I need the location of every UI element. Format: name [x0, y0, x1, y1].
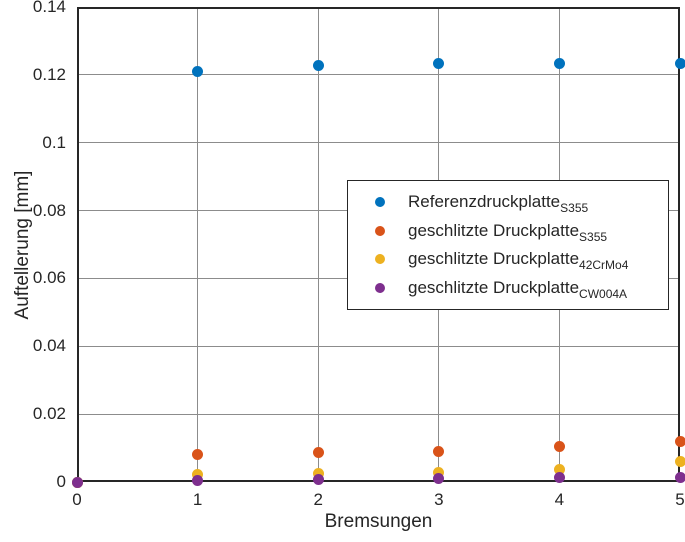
data-point [312, 447, 324, 459]
legend-label-main: geschlitzte Druckplatte [408, 249, 580, 269]
data-point [433, 446, 445, 458]
legend-label-main: Referenzdruckplatte [408, 192, 561, 212]
x-tick-label: 0 [72, 490, 82, 509]
legend-label-main: geschlitzte Druckplatte [408, 277, 580, 297]
horizontal-gridline [77, 345, 680, 347]
data-point [312, 474, 324, 486]
legend-label: ReferenzdruckplatteS355 [408, 192, 589, 216]
data-point [433, 58, 445, 70]
y-tick-label: 0.06 [32, 268, 66, 288]
legend-label-main: geschlitzte Druckplatte [408, 220, 580, 240]
data-point [192, 474, 204, 486]
legend-label-subscript: CW004A [579, 286, 628, 301]
x-tick-label: 5 [675, 490, 685, 509]
legend-item: geschlitzte DruckplatteCW004A [348, 277, 668, 301]
data-point [674, 57, 685, 69]
vertical-gridline [197, 7, 199, 482]
data-point [192, 448, 204, 460]
axes-frame [77, 7, 680, 482]
x-axis-label: Bremsungen [324, 511, 433, 532]
y-tick-label: 0.1 [42, 132, 66, 152]
legend-label-subscript: 42CrMo4 [579, 258, 629, 273]
y-tick-label: 0.04 [32, 336, 66, 356]
data-point [71, 476, 83, 488]
vertical-gridline [317, 7, 319, 482]
data-point [674, 456, 685, 468]
legend-label: geschlitzte Druckplatte42CrMo4 [408, 249, 629, 273]
data-point [674, 436, 685, 448]
legend-label: geschlitzte DruckplatteCW004A [408, 277, 628, 301]
x-tick-label: 2 [313, 490, 323, 509]
horizontal-gridline [77, 74, 680, 76]
x-tick-label: 4 [554, 490, 565, 509]
y-tick-label: 0.14 [32, 0, 66, 16]
data-point [192, 469, 204, 481]
data-point [553, 463, 565, 475]
legend-label: geschlitzte DruckplatteS355 [408, 220, 608, 244]
y-tick-label: 0.08 [32, 200, 66, 220]
legend-item: ReferenzdruckplatteS355 [348, 192, 668, 216]
legend-label-subscript: S355 [560, 201, 589, 216]
data-point [553, 472, 565, 484]
horizontal-gridline [77, 142, 680, 144]
data-point [433, 467, 445, 479]
data-point [674, 472, 685, 484]
data-point [553, 441, 565, 453]
x-tick-label: 3 [434, 490, 444, 509]
data-point [553, 58, 565, 70]
legend-marker-dot [375, 197, 385, 208]
data-point [312, 467, 324, 479]
legend-marker-dot [375, 254, 385, 265]
y-tick-label: 0.12 [32, 64, 66, 84]
legend: ReferenzdruckplatteS355 geschlitzte Druck… [347, 180, 669, 310]
x-tick-label: 1 [192, 490, 203, 509]
legend-label-subscript: S355 [579, 229, 608, 244]
legend-item: geschlitzte Druckplatte42CrMo4 [348, 249, 668, 273]
data-point [433, 473, 445, 485]
data-point [312, 59, 324, 71]
y-tick-label: 0 [56, 472, 66, 491]
data-point [192, 65, 204, 77]
legend-item: geschlitzte DruckplatteS355 [348, 220, 668, 244]
legend-marker-dot [375, 282, 385, 293]
y-tick-label: 0.02 [32, 404, 66, 424]
horizontal-gridline [77, 413, 680, 415]
legend-marker-dot [375, 225, 385, 236]
